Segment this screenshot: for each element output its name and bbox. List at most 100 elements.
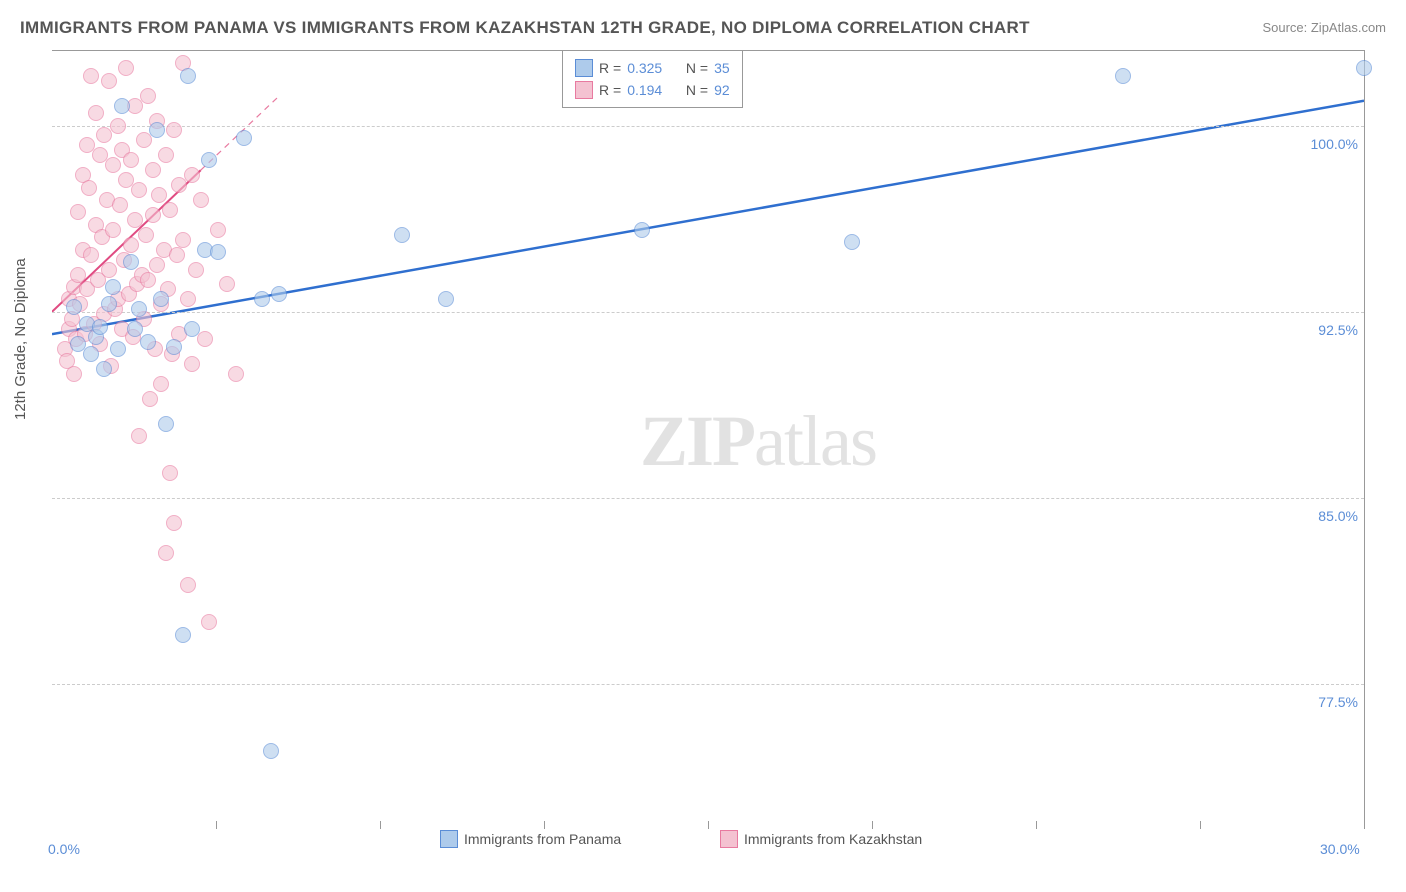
- scatter-point: [105, 157, 121, 173]
- legend-label: Immigrants from Kazakhstan: [744, 831, 922, 847]
- scatter-point: [228, 366, 244, 382]
- scatter-point: [219, 276, 235, 292]
- scatter-point: [210, 222, 226, 238]
- stats-row: R = 0.194 N = 92: [575, 79, 730, 101]
- x-tick-mark: [708, 821, 709, 829]
- scatter-point: [180, 577, 196, 593]
- scatter-point: [162, 465, 178, 481]
- legend-swatch: [440, 830, 458, 848]
- scatter-point: [201, 152, 217, 168]
- scatter-point: [271, 286, 287, 302]
- gridline-horizontal: [52, 684, 1364, 685]
- legend-series: Immigrants from Panama: [440, 830, 621, 848]
- scatter-point: [101, 73, 117, 89]
- scatter-point: [184, 167, 200, 183]
- scatter-point: [184, 356, 200, 372]
- y-tick-label: 77.5%: [1318, 694, 1358, 710]
- scatter-point: [197, 331, 213, 347]
- scatter-point: [131, 428, 147, 444]
- scatter-point: [83, 247, 99, 263]
- legend-label: Immigrants from Panama: [464, 831, 621, 847]
- scatter-point: [81, 180, 97, 196]
- y-axis-label: 12th Grade, No Diploma: [12, 258, 29, 420]
- stats-legend: R = 0.325 N = 35R = 0.194 N = 92: [562, 50, 743, 108]
- scatter-point: [158, 147, 174, 163]
- scatter-point: [634, 222, 650, 238]
- legend-series: Immigrants from Kazakhstan: [720, 830, 922, 848]
- scatter-point: [127, 212, 143, 228]
- scatter-point: [140, 272, 156, 288]
- x-tick-label: 30.0%: [1320, 841, 1360, 857]
- scatter-point: [175, 232, 191, 248]
- x-tick-mark: [1364, 821, 1365, 829]
- scatter-point: [96, 361, 112, 377]
- stats-row: R = 0.325 N = 35: [575, 57, 730, 79]
- gridline-horizontal: [52, 498, 1364, 499]
- scatter-point: [162, 202, 178, 218]
- x-tick-mark: [380, 821, 381, 829]
- scatter-point: [169, 247, 185, 263]
- scatter-point: [158, 545, 174, 561]
- y-tick-label: 92.5%: [1318, 322, 1358, 338]
- scatter-point: [151, 187, 167, 203]
- legend-swatch: [575, 59, 593, 77]
- scatter-point: [166, 339, 182, 355]
- x-tick-mark: [872, 821, 873, 829]
- scatter-point: [236, 130, 252, 146]
- scatter-point: [123, 254, 139, 270]
- scatter-point: [114, 98, 130, 114]
- scatter-point: [844, 234, 860, 250]
- x-tick-mark: [216, 821, 217, 829]
- legend-swatch: [720, 830, 738, 848]
- scatter-point: [66, 299, 82, 315]
- source-attribution: Source: ZipAtlas.com: [1262, 20, 1386, 35]
- scatter-point: [180, 291, 196, 307]
- scatter-point: [70, 267, 86, 283]
- chart-title: IMMIGRANTS FROM PANAMA VS IMMIGRANTS FRO…: [20, 18, 1030, 38]
- legend-swatch: [575, 81, 593, 99]
- scatter-point: [166, 515, 182, 531]
- scatter-point: [166, 122, 182, 138]
- scatter-point: [394, 227, 410, 243]
- scatter-point: [140, 88, 156, 104]
- scatter-point: [88, 105, 104, 121]
- scatter-point: [118, 60, 134, 76]
- scatter-point: [175, 627, 191, 643]
- scatter-point: [70, 204, 86, 220]
- scatter-point: [123, 152, 139, 168]
- scatter-point: [201, 614, 217, 630]
- y-tick-label: 100.0%: [1311, 136, 1358, 152]
- watermark: ZIPatlas: [640, 400, 876, 483]
- scatter-point: [105, 222, 121, 238]
- scatter-point: [83, 68, 99, 84]
- scatter-point: [112, 197, 128, 213]
- x-tick-label: 0.0%: [48, 841, 80, 857]
- scatter-point: [66, 366, 82, 382]
- scatter-point: [1356, 60, 1372, 76]
- scatter-point: [145, 162, 161, 178]
- scatter-point: [123, 237, 139, 253]
- scatter-point: [138, 227, 154, 243]
- scatter-point: [83, 346, 99, 362]
- scatter-point: [193, 192, 209, 208]
- scatter-point: [188, 262, 204, 278]
- scatter-point: [438, 291, 454, 307]
- scatter-point: [140, 334, 156, 350]
- scatter-point: [210, 244, 226, 260]
- scatter-point: [142, 391, 158, 407]
- scatter-point: [180, 68, 196, 84]
- scatter-point: [263, 743, 279, 759]
- scatter-point: [110, 118, 126, 134]
- y-tick-label: 85.0%: [1318, 508, 1358, 524]
- scatter-point: [110, 341, 126, 357]
- scatter-point: [145, 207, 161, 223]
- scatter-point: [101, 262, 117, 278]
- scatter-point: [131, 182, 147, 198]
- scatter-point: [149, 122, 165, 138]
- scatter-point: [158, 416, 174, 432]
- x-tick-mark: [544, 821, 545, 829]
- x-tick-mark: [1200, 821, 1201, 829]
- scatter-point: [1115, 68, 1131, 84]
- gridline-horizontal: [52, 126, 1364, 127]
- x-tick-mark: [1036, 821, 1037, 829]
